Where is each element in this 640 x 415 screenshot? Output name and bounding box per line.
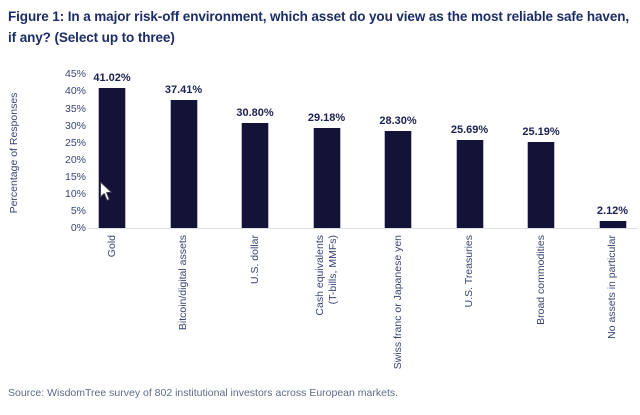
y-axis-tick-label: 10% [64,187,86,200]
bar [527,142,555,228]
x-axis-category-label: U.S. Treasuries [463,235,475,308]
bar [455,140,484,228]
bar-value-label: 29.18% [307,112,346,124]
y-axis-tick-label: 5% [70,204,86,217]
bar [241,123,269,228]
mouse-cursor-icon [100,181,113,201]
bar-value-label: 37.41% [164,84,203,96]
x-axis-category-label: Gold [105,235,118,258]
y-axis-tick-label: 25% [64,136,86,149]
x-axis-category-label: Bitcoin/digital assets [177,235,189,331]
bar [384,131,412,228]
bar-value-label: 25.69% [450,124,489,136]
x-axis-category-label: No assets in particular [606,235,618,339]
y-axis-tick-label: 20% [64,153,86,166]
y-axis-tick-label: 40% [64,85,86,98]
bar [598,221,627,228]
y-axis-tick-label: 45% [64,68,86,81]
bar-value-label: 25.19% [522,126,560,138]
source-caption: Source: WisdomTree survey of 802 institu… [8,387,399,399]
x-axis-category-label: U.S. dollar [248,235,261,285]
y-axis-tick-label: 35% [64,102,86,115]
bar-value-label: 2.12% [596,205,629,217]
y-axis-tick-label: 15% [64,170,86,183]
bar [98,88,126,228]
bar-value-label: 30.80% [236,107,274,119]
bar [169,100,198,228]
y-axis-tick-label: 0% [70,222,86,234]
y-axis-title: Percentage of Responses [8,92,20,214]
bar-value-label: 41.02% [93,72,131,84]
bar-value-label: 28.30% [379,115,417,127]
x-axis-category-label: Cash equivalents (T-bills, MMFs) [313,235,339,316]
bar [312,128,341,228]
y-axis-tick-label: 30% [64,119,86,132]
x-axis-category-label: Broad commodities [534,235,547,325]
figure-title: Figure 1: In a major risk-off environmen… [8,9,630,45]
x-axis-baseline [88,228,638,229]
x-axis-category-label: Swiss franc or Japanese yen [391,235,404,370]
